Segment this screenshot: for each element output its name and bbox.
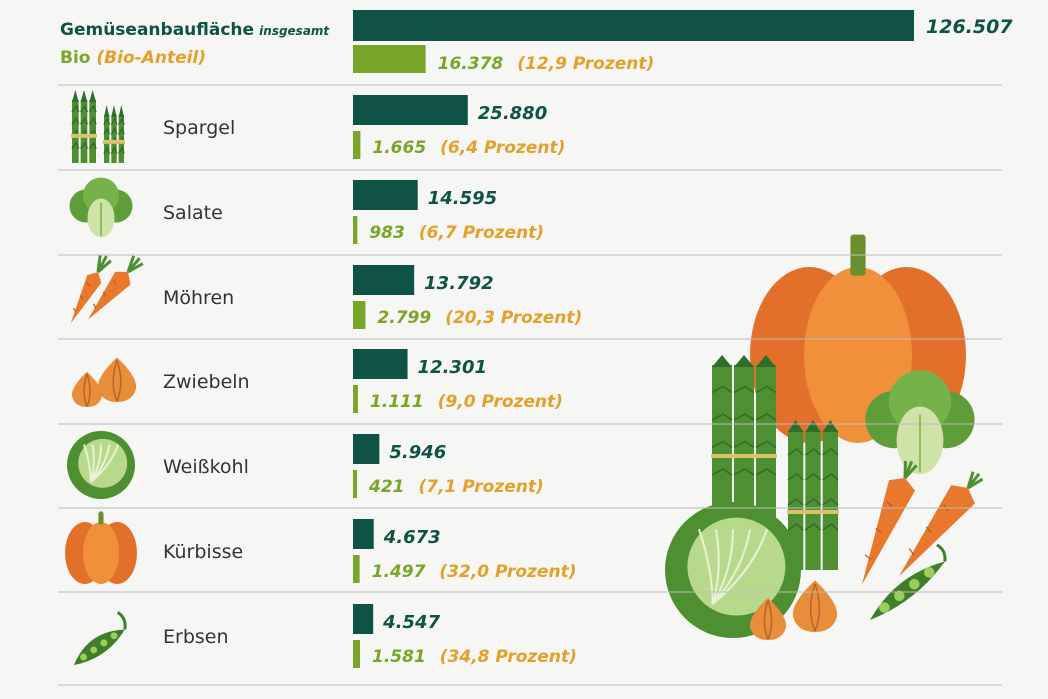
bar-bio-1 [353, 216, 358, 244]
value-label-bio-6: 1.581 [372, 647, 426, 667]
value-label-total-2: 13.792 [424, 273, 493, 294]
onion-icon [71, 357, 137, 407]
percent-label-bio-0: (6,4 Prozent) [440, 138, 565, 158]
value-label-bio-total: 16.378 [438, 54, 504, 74]
bar-bio-3 [353, 385, 358, 413]
bio-share-label: (Bio-Anteil) [96, 48, 207, 68]
bars: 126.507 16.378 (12,9 Prozent) 25.880 1.665 (6… [58, 10, 1013, 686]
total-suffix: insgesamt [259, 24, 330, 38]
pumpkin-icon [65, 511, 137, 584]
bar-bio-2 [353, 301, 366, 329]
category-label-5: Kürbisse [163, 541, 244, 563]
percent-label-bio-2: (20,3 Prozent) [445, 308, 582, 328]
peas-icon [74, 611, 127, 665]
category-label-1: Salate [163, 202, 223, 224]
vegetable-group-illustration [665, 234, 984, 640]
bar-bio-total [353, 45, 426, 73]
bar-total-2 [353, 265, 415, 295]
bar-total-6 [353, 604, 374, 634]
value-label-total-5: 4.673 [383, 527, 441, 548]
bar-bio-5 [353, 555, 360, 583]
value-label-bio-2: 2.799 [377, 308, 431, 328]
carrot-icon [70, 254, 144, 324]
value-label-bio-1: 983 [369, 223, 405, 243]
value-label-total-6: 4.547 [382, 612, 440, 633]
lettuce-icon [69, 177, 133, 238]
value-label-total-0: 25.880 [478, 103, 547, 124]
category-label-6: Erbsen [163, 626, 229, 648]
bar-total-4 [353, 434, 380, 464]
percent-label-bio-1: (6,7 Prozent) [419, 223, 544, 243]
bar-total-5 [353, 519, 374, 549]
value-label-total-1: 14.595 [428, 188, 497, 209]
category-label-0: Spargel [163, 117, 236, 139]
value-label-bio-0: 1.665 [372, 138, 426, 158]
value-label-total: 126.507 [926, 16, 1013, 38]
cabbage-icon [67, 431, 135, 499]
value-label-bio-4: 421 [368, 477, 405, 497]
percent-label-bio-3: (9,0 Prozent) [438, 392, 563, 412]
category-label-2: Möhren [163, 287, 235, 309]
bar-total-0 [353, 95, 468, 125]
value-label-bio-3: 1.111 [370, 392, 424, 412]
bar-bio-0 [353, 131, 361, 159]
category-label-4: Weißkohl [163, 456, 249, 478]
bar-total [353, 10, 914, 41]
percent-label-bio-4: (7,1 Prozent) [419, 477, 544, 497]
percent-label-bio-5: (32,0 Prozent) [439, 562, 576, 582]
header-bio-label: Bio (Bio-Anteil) [60, 48, 206, 68]
bar-bio-6 [353, 640, 361, 668]
bar-bio-4 [353, 470, 357, 498]
percent-label-bio-6: (34,8 Prozent) [440, 647, 577, 667]
value-label-total-3: 12.301 [418, 357, 487, 378]
category-label-3: Zwiebeln [163, 371, 250, 393]
percent-label-bio-total: (12,9 Prozent) [517, 54, 654, 74]
bio-label: Bio [60, 48, 91, 68]
header-total-label: Gemüseanbaufläche insgesamt [60, 20, 329, 40]
bar-total-3 [353, 349, 408, 379]
asparagus-icon [71, 90, 125, 163]
value-label-bio-5: 1.497 [372, 562, 426, 582]
value-label-total-4: 5.946 [389, 442, 446, 463]
total-label: Gemüseanbaufläche [60, 20, 255, 40]
illustrations [65, 90, 984, 665]
bar-total-1 [353, 180, 418, 210]
